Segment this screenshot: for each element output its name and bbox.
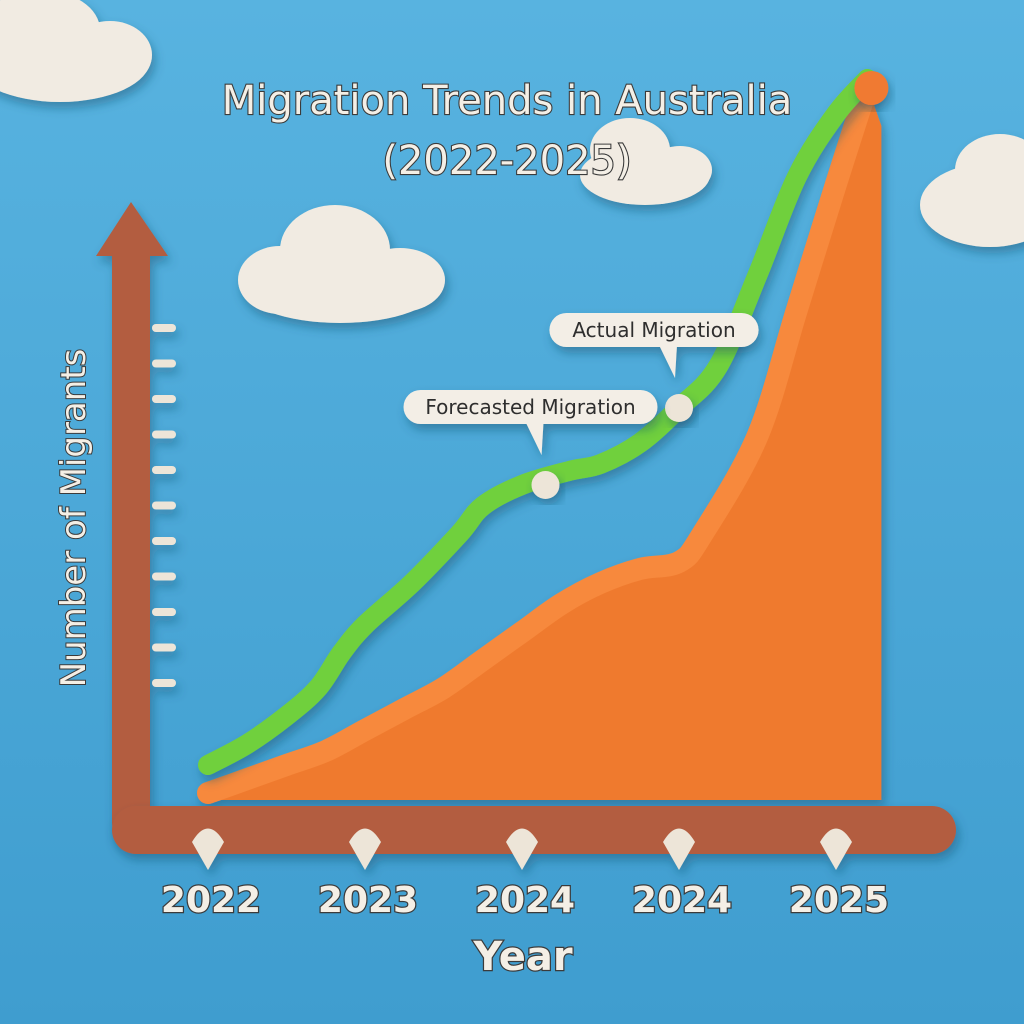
cloud-middle (238, 205, 445, 323)
x-axis-markers (192, 828, 852, 870)
x-tick-label: 2025 (789, 880, 889, 921)
y-axis-ticks (152, 324, 176, 687)
y-tick-mark (152, 501, 176, 510)
forecasted-migration-path (198, 69, 878, 775)
y-tick-mark (152, 643, 176, 652)
y-tick-mark (152, 537, 176, 545)
x-tick-label: 2024 (475, 880, 575, 921)
callout: Forecasted Migration (403, 390, 658, 455)
callout-point (531, 471, 560, 499)
chart-subtitle: (2022-2025) (382, 138, 631, 184)
cloud-top-center (580, 118, 712, 205)
y-tick-mark (152, 608, 176, 616)
x-tick-marker (663, 828, 695, 870)
x-axis-label: Year (472, 934, 572, 980)
actual-migration-area (197, 75, 882, 804)
y-tick-mark (152, 359, 176, 368)
actual-migration-area-edge (197, 75, 879, 804)
chart-title: Migration Trends in Australia (222, 78, 792, 124)
y-tick-mark (152, 395, 176, 403)
callout-label: Actual Migration (572, 318, 735, 342)
y-axis-label: Number of Migrants (54, 349, 94, 688)
cloud-top-left (0, 0, 152, 102)
y-tick-mark (152, 430, 176, 439)
x-tick-labels: 2022 2023 2024 2024 2025 (160, 879, 891, 923)
y-tick-mark (152, 679, 176, 687)
callout-point (665, 394, 693, 422)
x-axis (112, 806, 956, 870)
forecasted-migration-line (198, 69, 878, 775)
cloud-right (920, 134, 1024, 247)
x-tick-label: 2022 (161, 880, 261, 921)
x-tick-marker (192, 828, 224, 870)
x-tick-marker (349, 828, 381, 870)
callout: Actual Migration (549, 313, 759, 378)
clouds (0, 0, 1024, 323)
x-tick-label: 2023 (318, 880, 418, 921)
callout-box (403, 390, 658, 424)
x-tick-label: 2024 (632, 880, 732, 921)
y-tick-mark (152, 324, 176, 332)
y-axis-arrow-icon (96, 202, 168, 256)
y-axis (96, 202, 176, 842)
x-tick-marker (820, 828, 852, 870)
actual-migration-area-fill (208, 86, 882, 800)
callout-pointer (525, 422, 544, 455)
y-tick-mark (152, 572, 176, 581)
callout-box (549, 313, 759, 347)
chart-points (531, 71, 889, 499)
series-end-point (854, 71, 889, 105)
y-tick-mark (152, 466, 176, 474)
callouts: Actual Migration Forecasted Migration (403, 313, 759, 455)
y-axis-bar (112, 236, 150, 842)
x-axis-bar (112, 806, 956, 854)
callout-pointer (659, 345, 677, 378)
callout-label: Forecasted Migration (425, 395, 635, 419)
x-tick-marker (506, 828, 538, 870)
